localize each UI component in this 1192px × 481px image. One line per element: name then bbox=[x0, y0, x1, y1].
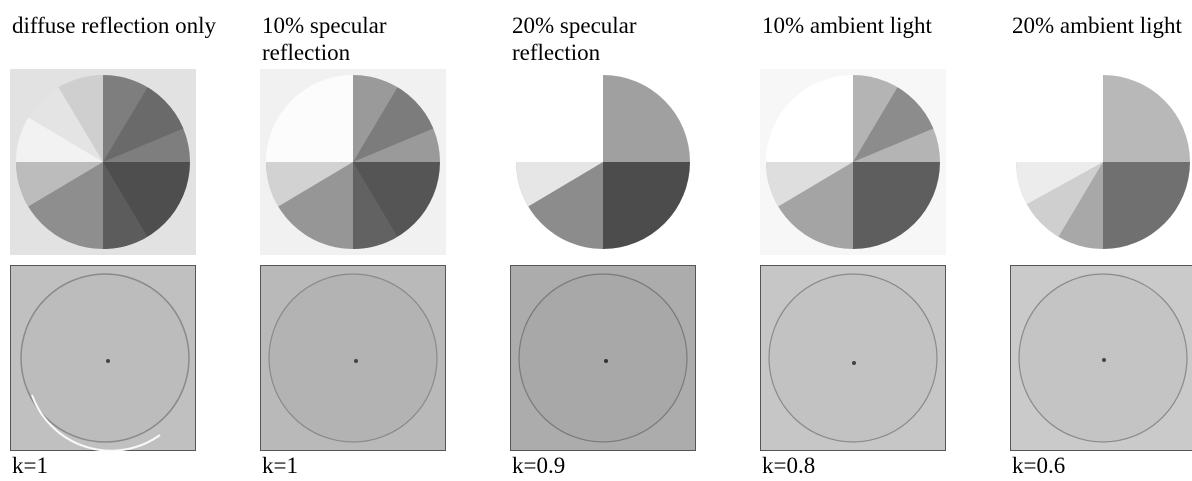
panel-ambient-10: 10% ambient light k=0.8 bbox=[760, 0, 970, 481]
residual-map-image bbox=[1010, 265, 1192, 451]
k-value-label: k=0.8 bbox=[762, 453, 816, 478]
residual-map-image bbox=[510, 265, 696, 451]
shaded-cone-image bbox=[760, 69, 946, 255]
panel-caption: 20% ambient light bbox=[1012, 13, 1182, 38]
panel-ambient-20: 20% ambient light k=0.6 bbox=[1010, 0, 1192, 481]
panel-specular-20: 20% specular reflection k=0.9 bbox=[510, 0, 720, 481]
panel-diffuse: diffuse reflection only k=1 bbox=[10, 0, 220, 481]
k-value-label: k=1 bbox=[262, 453, 298, 478]
panel-specular-10: 10% specular reflection k=1 bbox=[260, 0, 470, 481]
shaded-cone-image bbox=[260, 69, 446, 255]
k-value-label: k=0.6 bbox=[1012, 453, 1066, 478]
shaded-cone-image bbox=[510, 69, 696, 255]
residual-map-image bbox=[10, 265, 196, 451]
shaded-cone-image bbox=[1010, 69, 1192, 255]
shaded-cone-image bbox=[10, 69, 196, 255]
residual-map-image bbox=[260, 265, 446, 451]
residual-map-image bbox=[760, 265, 946, 451]
panel-caption: diffuse reflection only bbox=[12, 13, 216, 38]
panel-caption: 20% specular reflection bbox=[512, 13, 637, 65]
panel-caption: 10% ambient light bbox=[762, 13, 932, 38]
panel-caption: 10% specular reflection bbox=[262, 13, 387, 65]
k-value-label: k=0.9 bbox=[512, 453, 566, 478]
k-value-label: k=1 bbox=[12, 453, 48, 478]
